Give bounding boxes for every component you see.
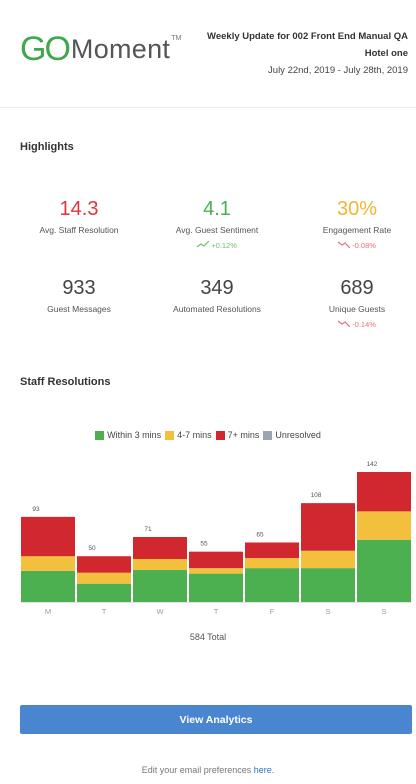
metric-value: 689 xyxy=(340,277,374,299)
metric-label: Avg. Guest Sentiment xyxy=(175,225,259,235)
report-date-range: July 22nd, 2019 - July 28th, 2019 xyxy=(268,65,408,76)
x-tick-label: M xyxy=(45,607,51,616)
legend-swatch xyxy=(165,430,175,440)
trend-up-icon xyxy=(196,240,210,248)
staff-resolutions-chart: 93 M 50 T 71 W 55 T 65 F 108 S 142 S xyxy=(20,461,412,616)
legend-item: Unresolved xyxy=(263,430,321,440)
legend-item: Within 3 mins xyxy=(95,430,161,440)
logo-go-mark: GO xyxy=(20,30,71,68)
metric-label: Unique Guests xyxy=(328,304,386,314)
legend-swatch xyxy=(215,430,225,440)
bar-segment xyxy=(21,556,75,571)
chart-legend: Within 3 mins 4-7 mins 7+ mins Unresolve… xyxy=(0,430,416,440)
bar-segment xyxy=(77,556,131,573)
bar-segment xyxy=(301,550,355,569)
bar-segment xyxy=(77,583,131,602)
metric-change-value: +0.12% xyxy=(211,241,237,250)
bar-segment xyxy=(133,558,187,570)
metric-engagement-rate: 30% Engagement Rate -0.08% xyxy=(292,198,416,250)
bar-segment xyxy=(357,539,411,602)
legend-label: Unresolved xyxy=(275,430,321,440)
bar-segment xyxy=(301,503,355,551)
metric-change-value: -0.08% xyxy=(352,241,376,250)
metric-guest-messages: 933 Guest Messages xyxy=(14,277,144,314)
metric-label: Guest Messages xyxy=(47,304,111,314)
metric-staff-resolution: 14.3 Avg. Staff Resolution xyxy=(14,198,144,235)
chart-total: 584 Total xyxy=(189,632,227,642)
metric-value: 14.3 xyxy=(59,198,99,220)
x-tick-label: S xyxy=(381,607,386,616)
metric-value: 4.1 xyxy=(203,198,231,220)
trend-down-icon xyxy=(337,320,351,328)
x-tick-label: W xyxy=(156,607,164,616)
bar-total-label: 50 xyxy=(88,545,96,552)
gomoment-logo[interactable]: GO Moment TM xyxy=(20,32,181,66)
metric-change: -0.14% xyxy=(292,320,416,329)
metric-unique-guests: 689 Unique Guests -0.14% xyxy=(292,277,416,329)
legend-label: 7+ mins xyxy=(227,430,260,440)
report-title: Weekly Update for 002 Front End Manual Q… xyxy=(207,31,408,42)
bar-segment xyxy=(357,511,411,540)
bar-segment xyxy=(77,572,131,584)
bar-total-label: 108 xyxy=(311,492,322,499)
bar-segment xyxy=(189,551,243,569)
bar-segment xyxy=(245,558,299,569)
legend-label: 4-7 mins xyxy=(177,430,212,440)
metric-change: +0.12% xyxy=(152,240,282,250)
bar-total-label: 65 xyxy=(256,531,264,538)
bar-segment xyxy=(357,472,411,512)
legend-swatch xyxy=(263,430,273,440)
legend-item: 7+ mins xyxy=(215,430,260,440)
legend-label: Within 3 mins xyxy=(107,430,162,440)
metric-guest-sentiment: 4.1 Avg. Guest Sentiment +0.12% xyxy=(152,198,282,250)
email-preferences-footer: Edit your email preferences here. xyxy=(0,765,416,775)
metric-value: 933 xyxy=(62,277,96,299)
x-tick-label: T xyxy=(102,607,107,616)
report-info: Weekly Update for 002 Front End Manual Q… xyxy=(207,28,408,79)
metric-automated-resolutions: 349 Automated Resolutions xyxy=(152,277,282,314)
staff-resolutions-heading: Staff Resolutions xyxy=(20,376,111,388)
legend-item: 4-7 mins xyxy=(165,430,212,440)
bar-segment xyxy=(245,568,299,602)
metric-label: Engagement Rate xyxy=(322,225,392,235)
bar-segment xyxy=(189,573,243,602)
metric-change-value: -0.14% xyxy=(352,320,376,329)
bar-segment xyxy=(133,537,187,559)
footer-end: . xyxy=(271,765,275,775)
email-header: GO Moment TM Weekly Update for 002 Front… xyxy=(0,0,416,108)
footer-text: Edit your email preferences xyxy=(141,765,254,775)
metric-label: Avg. Staff Resolution xyxy=(39,225,119,235)
bar-total-label: 93 xyxy=(32,506,40,513)
metric-label: Automated Resolutions xyxy=(173,304,261,314)
logo-wordmark: Moment xyxy=(70,33,171,64)
x-tick-label: F xyxy=(270,607,275,616)
metric-change: -0.08% xyxy=(292,241,416,250)
x-tick-label: T xyxy=(214,607,219,616)
bar-segment xyxy=(21,516,75,557)
bar-segment xyxy=(189,568,243,574)
bar-segment xyxy=(245,542,299,559)
view-analytics-button[interactable]: View Analytics xyxy=(20,705,412,734)
logo-trademark: TM xyxy=(171,35,182,42)
x-tick-label: S xyxy=(325,607,330,616)
metric-value: 30% xyxy=(336,198,378,220)
bar-total-label: 142 xyxy=(367,461,378,468)
trend-down-icon xyxy=(337,241,351,249)
bar-segment xyxy=(301,568,355,602)
metric-value: 349 xyxy=(200,277,234,299)
highlights-heading: Highlights xyxy=(20,141,74,153)
bar-segment xyxy=(21,570,75,602)
bar-segment xyxy=(133,569,187,602)
bar-total-label: 55 xyxy=(200,541,208,548)
hotel-name: Hotel one xyxy=(364,48,408,59)
bar-total-label: 71 xyxy=(144,526,152,533)
legend-swatch xyxy=(95,430,105,440)
preferences-link[interactable]: here xyxy=(253,765,272,775)
